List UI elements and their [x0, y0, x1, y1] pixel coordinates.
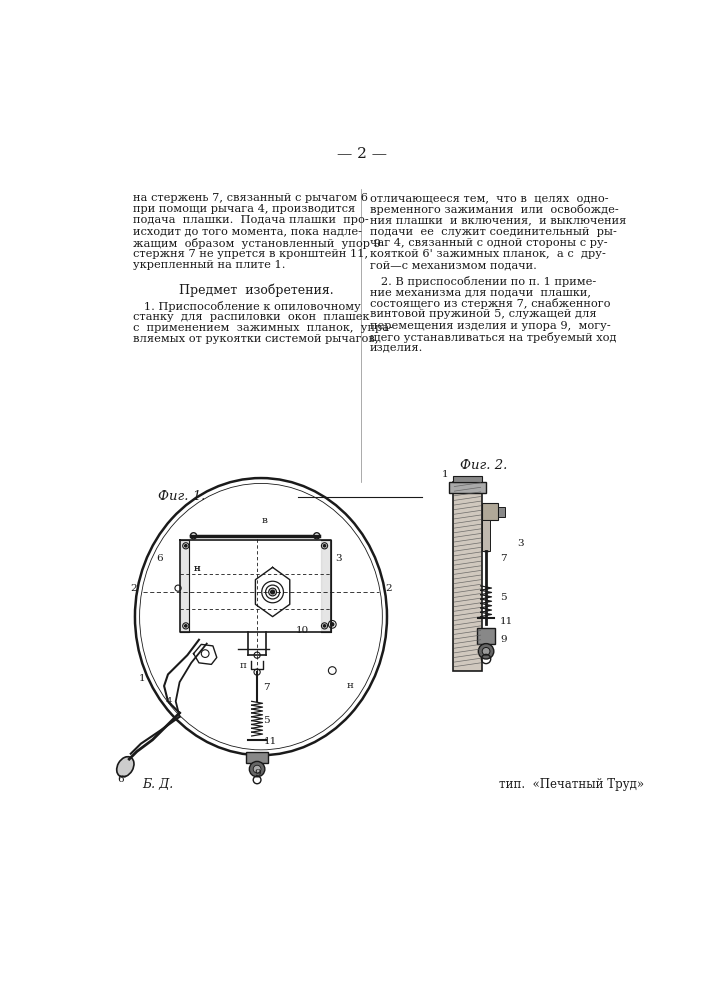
- Text: 4: 4: [166, 697, 173, 706]
- Text: винтовой пружиной 5, служащей для: винтовой пружиной 5, служащей для: [370, 309, 596, 319]
- Text: временного зажимания  или  освобожде-: временного зажимания или освобожде-: [370, 204, 619, 215]
- Text: 6': 6': [117, 774, 127, 784]
- Text: 5: 5: [500, 593, 507, 602]
- Text: п: п: [240, 661, 246, 670]
- Text: чаг 4, связанный с одной стороны с ру-: чаг 4, связанный с одной стороны с ру-: [370, 238, 607, 248]
- Bar: [477, 628, 496, 644]
- Bar: [452, 482, 482, 671]
- Text: исходит до того момента, пока надле-: исходит до того момента, пока надле-: [132, 227, 361, 237]
- Text: 2: 2: [130, 584, 136, 593]
- Text: станку  для  распиловки  окон  плашек: станку для распиловки окон плашек: [132, 312, 369, 322]
- Text: н: н: [346, 681, 353, 690]
- Text: 2. В приспособлении по п. 1 приме-: 2. В приспособлении по п. 1 приме-: [370, 276, 596, 287]
- Circle shape: [479, 644, 493, 659]
- Text: Предмет  изобретения.: Предмет изобретения.: [179, 284, 334, 297]
- Bar: [246, 752, 268, 763]
- Bar: [498, 507, 506, 517]
- Bar: [449, 482, 486, 493]
- Circle shape: [323, 625, 326, 627]
- Circle shape: [482, 647, 490, 655]
- Text: стержня 7 не упрется в кронштейн 11,: стержня 7 не упрется в кронштейн 11,: [132, 249, 368, 259]
- Text: 9: 9: [500, 635, 507, 644]
- Bar: [482, 503, 498, 520]
- Text: 11: 11: [263, 737, 276, 746]
- Text: 6: 6: [156, 554, 163, 563]
- Text: щего устанавливаться на требуемый ход: щего устанавливаться на требуемый ход: [370, 332, 617, 343]
- Bar: [452, 476, 482, 482]
- Circle shape: [253, 765, 261, 773]
- Circle shape: [185, 625, 187, 627]
- Text: Б. Д.: Б. Д.: [143, 778, 174, 791]
- Circle shape: [250, 761, 265, 777]
- Text: укрепленный на плите 1.: укрепленный на плите 1.: [132, 260, 285, 270]
- Text: изделия.: изделия.: [370, 343, 423, 353]
- Text: 7: 7: [500, 554, 507, 563]
- Text: подача  плашки.  Подача плашки  про-: подача плашки. Подача плашки про-: [132, 215, 368, 225]
- Text: Фиг. 2.: Фиг. 2.: [460, 459, 508, 472]
- Text: вляемых от рукоятки системой рычагов,: вляемых от рукоятки системой рычагов,: [132, 334, 378, 344]
- Text: ние механизма для подачи  плашки,: ние механизма для подачи плашки,: [370, 287, 591, 297]
- Text: 3: 3: [517, 539, 524, 548]
- Text: тип.  «Печатный Труд»: тип. «Печатный Труд»: [499, 778, 644, 791]
- Text: в: в: [262, 516, 268, 525]
- Text: 2: 2: [385, 584, 392, 593]
- Text: 1. Приспособление к опиловочному: 1. Приспособление к опиловочному: [132, 301, 361, 312]
- Text: кояткой 6' зажимных планок,  а с  дру-: кояткой 6' зажимных планок, а с дру-: [370, 249, 606, 259]
- Text: отличающееся тем,  что в  целях  одно-: отличающееся тем, что в целях одно-: [370, 193, 608, 203]
- Text: жащим  образом  установленный  упор 9: жащим образом установленный упор 9: [132, 238, 380, 249]
- Circle shape: [323, 545, 326, 547]
- Text: при помощи рычага 4, производится: при помощи рычага 4, производится: [132, 204, 355, 214]
- Text: 10: 10: [296, 626, 309, 635]
- Text: подачи  ее  служит соединительный  ры-: подачи ее служит соединительный ры-: [370, 227, 617, 237]
- Text: ния плашки  и включения,  и выключения: ния плашки и включения, и выключения: [370, 215, 626, 225]
- Text: 3: 3: [335, 554, 342, 563]
- Text: Фиг. 1.: Фиг. 1.: [158, 490, 206, 503]
- Circle shape: [271, 590, 274, 594]
- Text: — 2 —: — 2 —: [337, 147, 387, 161]
- Text: 7: 7: [263, 683, 270, 692]
- Text: н: н: [194, 564, 200, 573]
- Ellipse shape: [117, 757, 134, 777]
- Text: гой—с механизмом подачи.: гой—с механизмом подачи.: [370, 260, 537, 270]
- Circle shape: [185, 545, 187, 547]
- Text: 5: 5: [263, 716, 270, 725]
- Text: 1: 1: [139, 674, 146, 683]
- Text: на стержень 7, связанный с рычагом 6: на стержень 7, связанный с рычагом 6: [132, 193, 368, 203]
- Bar: [482, 520, 490, 551]
- Text: 9: 9: [254, 769, 261, 778]
- Text: н: н: [194, 564, 200, 573]
- Text: 11: 11: [500, 617, 513, 626]
- Text: 1: 1: [443, 470, 449, 479]
- Text: состоящего из стержня 7, снабженного: состоящего из стержня 7, снабженного: [370, 298, 610, 309]
- Text: с  применением  зажимных  планок,  упра-: с применением зажимных планок, упра-: [132, 323, 392, 333]
- Circle shape: [331, 623, 334, 626]
- Text: перемещения изделия и упора 9,  могу-: перемещения изделия и упора 9, могу-: [370, 321, 610, 331]
